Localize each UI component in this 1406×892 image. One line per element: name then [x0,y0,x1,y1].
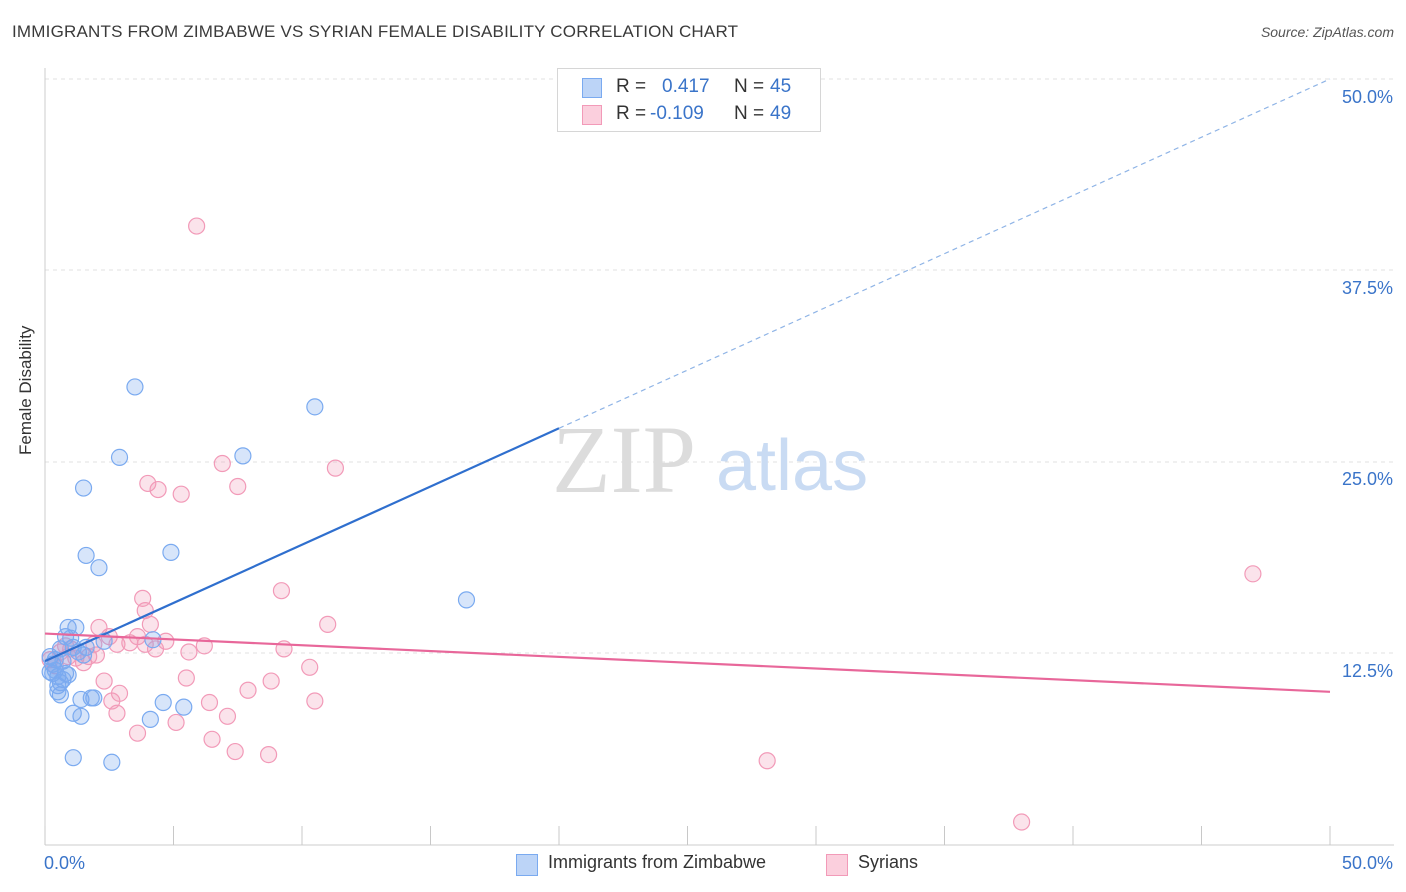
syrians-point [259,746,278,764]
zimbabwe-point [175,698,193,716]
syrians-trend-line [44,632,1331,693]
zimbabwe-point [67,618,85,637]
syrians-point [128,724,147,742]
zimbabwe-point [457,591,476,609]
x-tick-label: 50.0% [1342,853,1393,873]
watermark-atlas: atlas [716,426,868,506]
syrians-point [229,477,247,496]
syrians-point [272,582,291,600]
syrians-point [218,707,237,725]
syrians-points [41,217,1262,831]
tick-labels: 12.5% 25.0% 37.5% 50.0% 0.0% 50.0% [44,87,1393,873]
syrians-point [262,672,280,690]
zimbabwe-point [126,378,144,396]
syrians-point [301,658,319,676]
y-tick-label: 25.0% [1342,469,1393,489]
syrians-point [239,681,257,699]
zimbabwe-point [103,753,121,771]
legend-r-value: -0.109 [650,103,704,124]
y-tick-label: 50.0% [1342,87,1393,107]
watermark-zip: ZIP [552,406,696,513]
zimbabwe-point [234,447,252,465]
syrians-point [167,713,185,732]
gridlines [45,78,1394,654]
bottom-legend-label-zimbabwe: Immigrants from Zimbabwe [548,852,767,872]
legend-n-value: 45 [770,76,792,97]
syrians-point [149,480,167,499]
syrians-point [108,704,126,722]
syrians-point [172,485,190,503]
syrians-point [306,692,324,710]
zimbabwe-point [85,689,103,707]
legend-r-value: 0.417 [662,76,710,97]
legend-r-label: R = [616,103,647,124]
zimbabwe-point [306,398,324,416]
legend-n-label: N = [734,103,765,124]
legend-swatch-zimbabwe [582,78,602,98]
syrians-point [180,643,198,661]
y-tick-label: 12.5% [1342,661,1393,681]
syrians-point [95,672,113,690]
syrians-point [188,217,206,235]
chart-title: IMMIGRANTS FROM ZIMBABWE VS SYRIAN FEMAL… [12,22,739,41]
source-label: Source: ZipAtlas.com [1260,24,1394,40]
legend-swatch-syrians [582,105,602,125]
zimbabwe-point [59,666,77,684]
syrians-point [326,459,345,477]
zimbabwe-point [64,749,82,767]
zimbabwe-point [77,546,95,565]
zimbabwe-trend-line [44,427,560,663]
zimbabwe-point [90,559,108,577]
syrians-point [758,752,776,770]
zimbabwe-trend-extension [558,78,1331,429]
bottom-legend-swatch-zimbabwe [516,854,538,876]
syrians-point [177,669,195,687]
zimbabwe-point [162,543,180,561]
correlation-legend: R = 0.417 N = 45 R = -0.109 N = 49 [557,68,821,132]
watermark: ZIP atlas [552,406,868,513]
legend-r-label: R = [616,76,647,97]
bottom-legend-swatch-syrians [826,854,848,876]
syrians-point [1244,565,1262,583]
syrians-point [134,589,152,607]
syrians-point [157,632,175,650]
bottom-legend-label-syrians: Syrians [858,852,919,872]
legend-n-value: 49 [770,103,792,124]
zimbabwe-points [41,378,476,771]
axes [44,68,1394,846]
zimbabwe-point [74,479,93,497]
zimbabwe-point [49,683,67,701]
x-tick-label: 0.0% [44,853,85,873]
syrians-point [203,730,221,748]
syrians-point [1012,813,1031,831]
syrians-point [226,742,244,761]
syrians-point [200,693,219,712]
zimbabwe-point [154,693,172,712]
legend-n-label: N = [734,76,765,97]
syrians-point [213,454,231,473]
y-tick-label: 37.5% [1342,278,1393,298]
syrians-point [319,615,337,633]
syrians-point [139,474,157,493]
zimbabwe-point [72,707,90,725]
zimbabwe-point [141,710,159,728]
syrians-point [141,615,159,633]
zimbabwe-point [51,686,70,704]
trend-lines [44,78,1331,693]
zimbabwe-point [110,448,129,467]
